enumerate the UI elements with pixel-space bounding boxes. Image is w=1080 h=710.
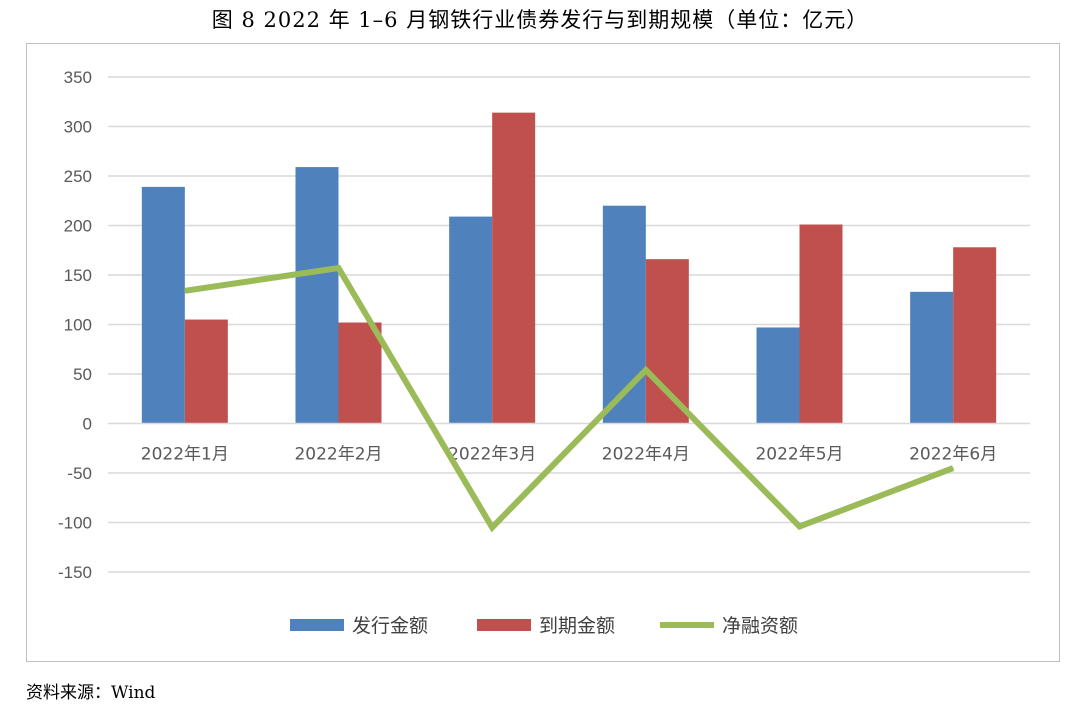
bar-发行金额-2022年4月 xyxy=(602,205,646,424)
y-tick-label: -150 xyxy=(58,563,92,582)
line-series xyxy=(184,264,955,533)
gridlines xyxy=(108,76,1030,573)
bar-到期金额-2022年2月 xyxy=(338,322,382,424)
bar-发行金额-2022年3月 xyxy=(449,216,493,424)
category-label: 2022年4月 xyxy=(602,445,690,465)
category-labels: 2022年1月 2022年2月 2022年3月 2022年4月 2022年5月 2022年… xyxy=(141,445,997,465)
legend-label: 到期金额 xyxy=(539,615,615,637)
source-note: 资料来源：Wind xyxy=(26,683,156,703)
y-tick-label: 0 xyxy=(83,415,92,434)
legend-swatch-发行金额 xyxy=(290,619,344,631)
legend: 发行金额 到期金额 净融资额 xyxy=(290,615,798,637)
chart-frame xyxy=(26,43,1060,662)
figure-title: 图 8 2022 年 1–6 月钢铁行业债券发行与到期规模（单位：亿元） xyxy=(211,8,869,32)
bar-发行金额-2022年1月 xyxy=(141,186,185,424)
bar-到期金额-2022年1月 xyxy=(184,319,228,424)
bar-到期金额-2022年4月 xyxy=(645,259,689,424)
bar-到期金额-2022年3月 xyxy=(492,112,536,424)
point-净融资额-2022年3月 xyxy=(491,526,493,528)
line-净融资额 xyxy=(184,264,955,533)
point-净融资额-2022年1月 xyxy=(184,290,186,292)
y-tick-label: -50 xyxy=(67,464,92,483)
y-tick-label: 100 xyxy=(64,316,92,335)
y-tick-label: -100 xyxy=(58,514,92,533)
point-净融资额-2022年6月 xyxy=(952,467,954,469)
y-tick-label: 300 xyxy=(64,118,92,137)
point-净融资额-2022年2月 xyxy=(338,267,339,269)
point-净融资额-2022年5月 xyxy=(799,525,800,527)
bar-series xyxy=(141,112,997,424)
y-tick-label: 50 xyxy=(73,365,92,384)
bar-到期金额-2022年5月 xyxy=(799,224,843,424)
bar-发行金额-2022年5月 xyxy=(756,327,800,424)
y-tick-label: 150 xyxy=(64,266,92,285)
bar-发行金额-2022年6月 xyxy=(910,291,954,424)
y-tick-label: 350 xyxy=(64,68,92,87)
bar-到期金额-2022年6月 xyxy=(953,247,997,424)
legend-label: 净融资额 xyxy=(722,615,798,637)
category-label: 2022年3月 xyxy=(448,445,536,465)
category-label: 2022年1月 xyxy=(141,445,229,465)
point-净融资额-2022年4月 xyxy=(645,369,647,371)
category-label: 2022年2月 xyxy=(294,445,382,465)
legend-label: 发行金额 xyxy=(352,615,428,637)
y-axis-ticks: 350 300 250 200 150 100 50 0 -50 -100 -150 xyxy=(58,68,92,582)
legend-swatch-到期金额 xyxy=(477,619,531,631)
y-tick-label: 250 xyxy=(64,167,92,186)
y-tick-label: 200 xyxy=(64,217,92,236)
bar-发行金额-2022年2月 xyxy=(295,167,339,424)
category-label: 2022年5月 xyxy=(755,445,843,465)
category-label: 2022年6月 xyxy=(909,445,997,465)
